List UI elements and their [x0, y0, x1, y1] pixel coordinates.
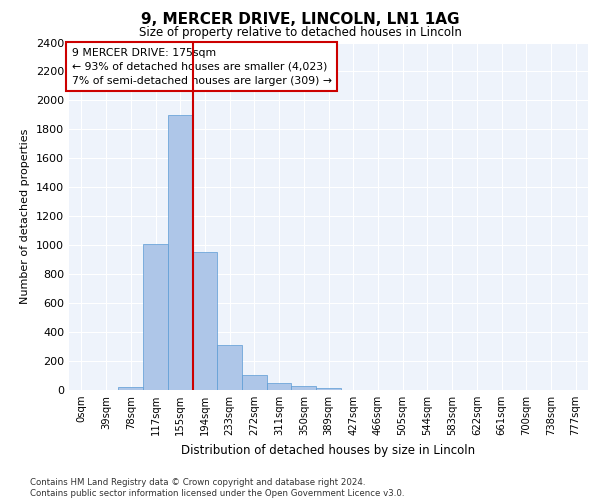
X-axis label: Distribution of detached houses by size in Lincoln: Distribution of detached houses by size …	[181, 444, 476, 456]
Bar	[193, 252, 217, 390]
Bar	[242, 375, 267, 390]
Bar	[217, 345, 242, 390]
Bar	[143, 244, 168, 390]
Text: Size of property relative to detached houses in Lincoln: Size of property relative to detached ho…	[139, 26, 461, 39]
Bar	[118, 388, 143, 390]
Bar	[316, 388, 341, 390]
Text: Contains HM Land Registry data © Crown copyright and database right 2024.
Contai: Contains HM Land Registry data © Crown c…	[30, 478, 404, 498]
Bar	[292, 386, 316, 390]
Text: 9, MERCER DRIVE, LINCOLN, LN1 1AG: 9, MERCER DRIVE, LINCOLN, LN1 1AG	[141, 12, 459, 28]
Y-axis label: Number of detached properties: Number of detached properties	[20, 128, 31, 304]
Bar	[168, 115, 193, 390]
Bar	[267, 384, 292, 390]
Text: 9 MERCER DRIVE: 175sqm
← 93% of detached houses are smaller (4,023)
7% of semi-d: 9 MERCER DRIVE: 175sqm ← 93% of detached…	[71, 48, 332, 86]
